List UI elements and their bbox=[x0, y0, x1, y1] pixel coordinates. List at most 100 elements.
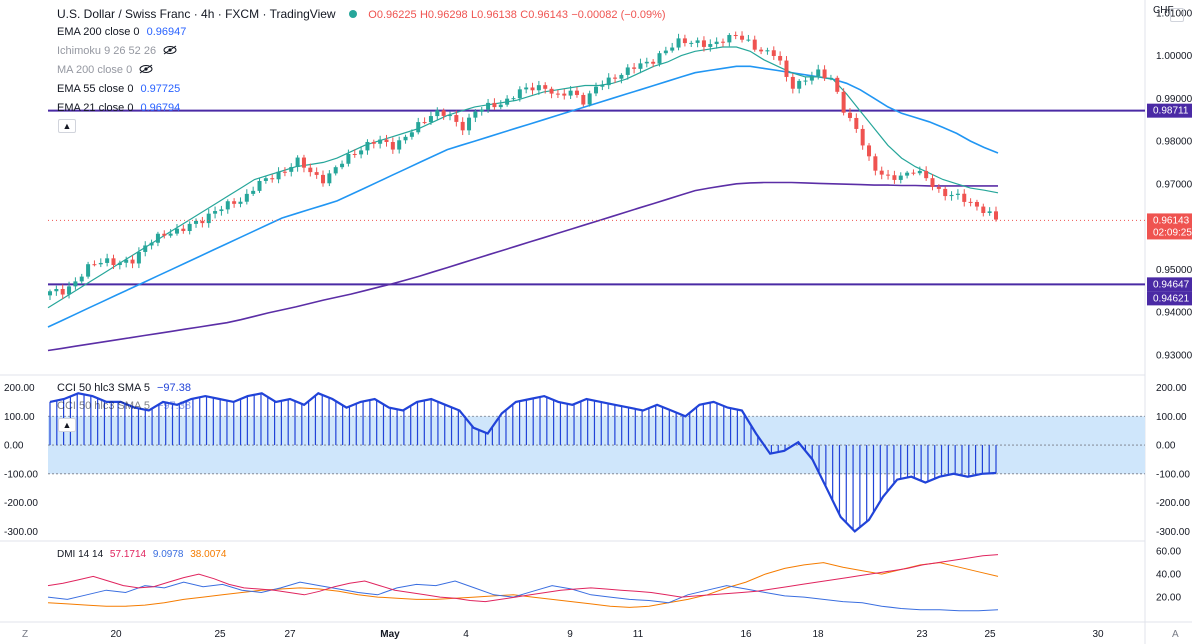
candle-body bbox=[778, 55, 783, 61]
indicator-value: 0.97725 bbox=[140, 83, 181, 95]
price-tag-upper-level: 0.98711 bbox=[1153, 106, 1189, 117]
candle-body bbox=[638, 63, 643, 69]
cci-line bbox=[49, 392, 997, 533]
candle-body bbox=[441, 110, 446, 116]
candle-body bbox=[321, 174, 326, 184]
market-status-dot-icon bbox=[348, 10, 357, 18]
candle-body bbox=[873, 156, 878, 171]
cci-label: CCI 50 hlc3 SMA 5 bbox=[57, 382, 150, 394]
candle-body bbox=[460, 121, 465, 131]
price-tag-current: 02:09:25 bbox=[1153, 227, 1192, 238]
indicator-ma200[interactable]: MA 200 close 0 bbox=[57, 64, 153, 76]
candle-body bbox=[968, 201, 973, 203]
candle-body bbox=[86, 264, 91, 277]
candle-body bbox=[644, 61, 649, 64]
candle-body bbox=[162, 233, 167, 236]
collapse-cci-chevron-up-icon[interactable]: ▲ bbox=[58, 418, 76, 432]
price-tag-lower-level-a: 0.94647 bbox=[1153, 279, 1190, 290]
indicator-ema200[interactable]: EMA 200 close 0 0.96947 bbox=[57, 26, 186, 38]
candle-body bbox=[517, 89, 522, 99]
symbol-title: U.S. Dollar / Swiss Franc bbox=[57, 7, 191, 21]
candle-body bbox=[708, 44, 713, 47]
candle-body bbox=[289, 166, 294, 172]
candle-body bbox=[581, 94, 586, 105]
eye-off-icon[interactable] bbox=[139, 64, 153, 74]
candle-body bbox=[79, 276, 84, 282]
candle-body bbox=[225, 201, 230, 210]
dmi-minus-line bbox=[47, 580, 999, 612]
cci-axis-label: -300.00 bbox=[1156, 527, 1190, 538]
ohlc-change: −0.00082 (−0.09%) bbox=[571, 9, 666, 21]
cci-axis-label: 0.00 bbox=[1156, 441, 1176, 452]
candle-body bbox=[536, 85, 541, 91]
candle-body bbox=[98, 262, 103, 265]
candle-body bbox=[187, 223, 192, 232]
candle-body bbox=[232, 201, 237, 204]
indicator-label: EMA 55 close 0 bbox=[57, 83, 134, 95]
candle-body bbox=[524, 87, 529, 90]
candle-body bbox=[428, 116, 433, 123]
candle-body bbox=[574, 90, 579, 95]
cci-axis-label-left: -100.00 bbox=[4, 469, 38, 480]
cci-axis-label-left: 0.00 bbox=[4, 441, 24, 452]
ohlc-open: O0.96225 bbox=[368, 9, 417, 21]
candle-body bbox=[670, 47, 675, 51]
candle-body bbox=[308, 167, 313, 173]
dmi-axis-label: 40.00 bbox=[1156, 570, 1181, 581]
indicator-ichimoku[interactable]: Ichimoku 9 26 52 26 bbox=[57, 45, 177, 57]
timezone-corner-label[interactable]: Z bbox=[22, 629, 29, 640]
candle-body bbox=[822, 69, 827, 79]
candle-body bbox=[816, 69, 821, 77]
ema55-line bbox=[47, 65, 999, 328]
cci-legend-ghost: CCI 50 hlc3 SMA 5 −97.38 bbox=[57, 400, 191, 412]
candle-body bbox=[498, 104, 503, 108]
candle-body bbox=[632, 67, 637, 69]
candle-body bbox=[701, 40, 706, 47]
candle-body bbox=[867, 145, 872, 157]
candle-body bbox=[473, 111, 478, 118]
candle-body bbox=[327, 173, 332, 184]
exchange-label: FXCM bbox=[225, 7, 260, 21]
interval-label[interactable]: 4h bbox=[201, 7, 215, 21]
cci-axis-label: -200.00 bbox=[1156, 498, 1190, 509]
eye-off-icon[interactable] bbox=[163, 45, 177, 55]
indicator-ema55[interactable]: EMA 55 close 0 0.97725 bbox=[57, 83, 180, 95]
candle-body bbox=[797, 80, 802, 89]
candle-body bbox=[924, 170, 929, 179]
candle-body bbox=[295, 157, 300, 167]
candle-body bbox=[371, 141, 376, 144]
time-tick-label: 16 bbox=[740, 629, 752, 640]
collapse-legend-chevron-up-icon[interactable]: ▲ bbox=[58, 119, 76, 133]
candle-body bbox=[447, 115, 452, 117]
candle-body bbox=[746, 39, 751, 41]
price-tick-label: 0.99000 bbox=[1156, 94, 1192, 105]
price-tag-current: 0.96143 bbox=[1153, 215, 1190, 226]
price-tick-label: 0.94000 bbox=[1156, 308, 1192, 319]
settings-scroll-handle[interactable] bbox=[1170, 8, 1184, 22]
time-tick-label: 25 bbox=[214, 629, 226, 640]
candle-body bbox=[733, 35, 738, 37]
dmi-minus-value: 9.0978 bbox=[152, 549, 184, 560]
candle-body bbox=[854, 117, 859, 129]
auto-scale-corner-label[interactable]: A bbox=[1172, 629, 1179, 640]
candle-body bbox=[181, 228, 186, 232]
indicator-ema21[interactable]: EMA 21 close 0 0.96794 bbox=[57, 102, 180, 114]
candle-body bbox=[917, 170, 922, 174]
candle-body bbox=[981, 206, 986, 213]
ema200-line bbox=[47, 181, 998, 352]
candle-body bbox=[206, 213, 211, 224]
candle-body bbox=[111, 258, 116, 266]
cci-value: −97.38 bbox=[157, 382, 191, 394]
dmi-legend[interactable]: DMI 14 14 57.1714 9.0978 38.0074 bbox=[57, 549, 226, 560]
cci-legend[interactable]: CCI 50 hlc3 SMA 5 −97.38 bbox=[57, 382, 191, 394]
candle-body bbox=[168, 233, 173, 236]
ohlc-high: H0.96298 bbox=[419, 9, 468, 21]
cci-axis-label-left: -200.00 bbox=[4, 498, 38, 509]
candle-body bbox=[905, 172, 910, 176]
indicator-label: EMA 21 close 0 bbox=[57, 102, 134, 114]
dmi-plus-line bbox=[47, 554, 999, 603]
ohlc-low: L0.96138 bbox=[471, 9, 517, 21]
candle-body bbox=[835, 77, 840, 92]
